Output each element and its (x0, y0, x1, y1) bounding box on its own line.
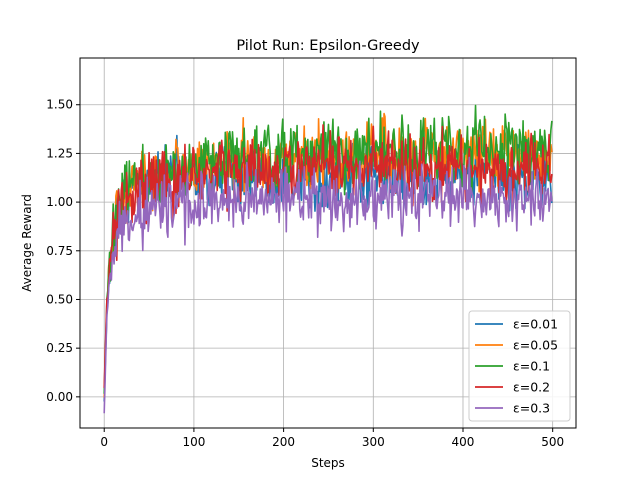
chart-title: Pilot Run: Epsilon-Greedy (236, 38, 420, 54)
x-tick-label: 100 (182, 435, 205, 449)
axes-frame (79, 57, 577, 429)
legend-label: ε=0.05 (513, 338, 558, 353)
y-axis-label: Average Reward (20, 194, 34, 292)
x-tick-label: 0 (100, 435, 108, 449)
x-tick-label: 400 (452, 435, 475, 449)
x-tick-label: 300 (362, 435, 385, 449)
y-tick-label: 0.75 (46, 244, 73, 258)
y-tick-label: 0.25 (46, 341, 73, 355)
y-tick-label: 0.00 (46, 390, 73, 404)
series-line-5 (103, 156, 553, 414)
legend-label: ε=0.3 (513, 401, 550, 416)
x-tick-label: 500 (541, 435, 564, 449)
legend-box (468, 310, 571, 422)
legend-label: ε=0.1 (513, 359, 550, 374)
x-axis-label: Steps (311, 456, 345, 470)
legend-label: ε=0.2 (513, 380, 550, 395)
y-tick-label: 1.00 (46, 195, 73, 209)
y-tick-label: 1.50 (46, 98, 73, 112)
y-tick-label: 0.50 (46, 292, 73, 306)
plot-area (103, 104, 553, 414)
series-line-4 (103, 124, 553, 388)
axis-ticks: 0 100 200 300 400 500 0.00 0.25 0.50 0.75 1.00 1.25… (46, 98, 564, 449)
legend: ε=0.01 ε=0.05 ε=0.1 ε=0.2 ε=0.3 (468, 310, 571, 422)
y-tick-label: 1.25 (46, 146, 73, 160)
x-tick-label: 200 (272, 435, 295, 449)
legend-label: ε=0.01 (513, 317, 558, 332)
